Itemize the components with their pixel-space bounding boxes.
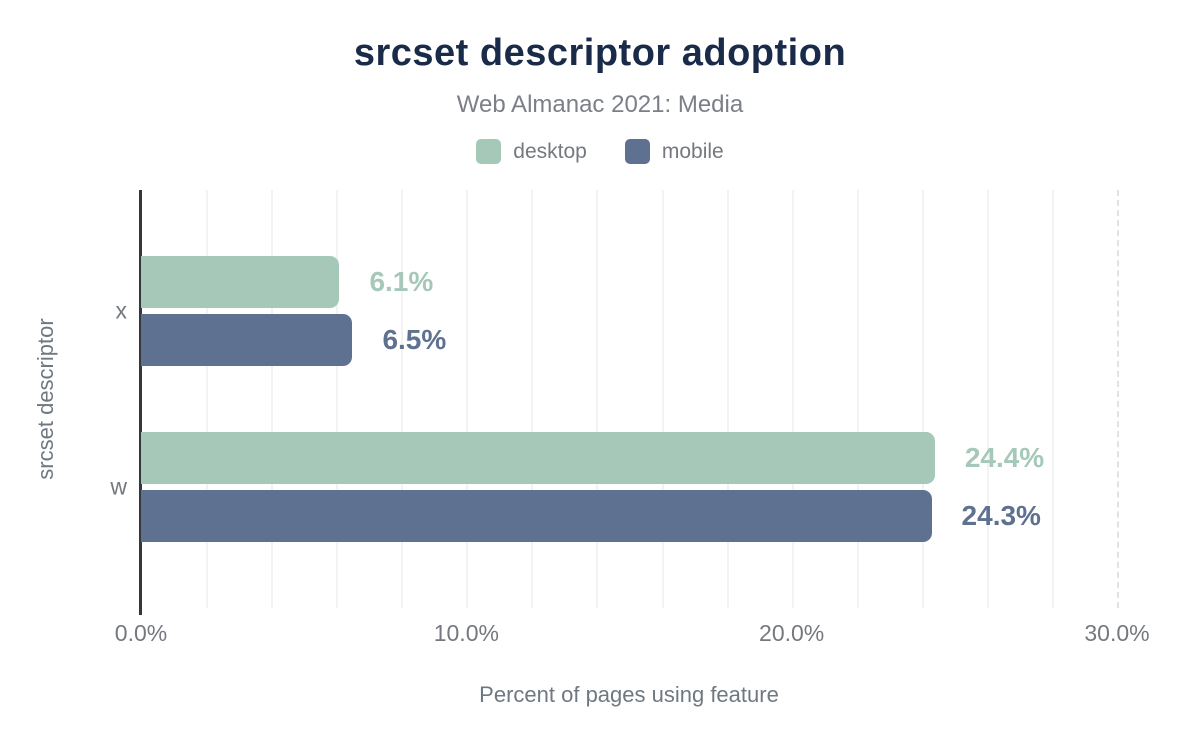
gridline: [726, 190, 729, 608]
value-label-mobile-x: 6.5%: [382, 324, 447, 355]
legend-swatch-mobile: [624, 139, 650, 164]
bar-row-mobile-w: 24.3%: [141, 490, 1117, 542]
gridline: [596, 190, 599, 608]
bar-mobile-x: [141, 314, 353, 366]
gridline: [986, 190, 989, 608]
legend-label-desktop: desktop: [513, 139, 587, 163]
gridline: [271, 190, 274, 608]
gridline: [1051, 190, 1054, 608]
category-group-x: x 6.1% 6.5%: [116, 256, 1117, 366]
gridline: [206, 190, 209, 608]
legend: desktop mobile: [0, 139, 1200, 164]
gridline: [921, 190, 924, 608]
value-label-desktop-w: 24.4%: [964, 442, 1045, 473]
legend-item-mobile: mobile: [624, 139, 724, 164]
gridlines: [141, 190, 1119, 608]
chart-subtitle: Web Almanac 2021: Media: [456, 91, 744, 118]
category-label-x: x: [115, 297, 128, 324]
gridline: [661, 190, 664, 608]
category-group-w: w 24.4% 24.3%: [110, 432, 1117, 542]
x-tick-label-10: 10.0%: [433, 620, 499, 646]
x-axis-title: Percent of pages using feature: [479, 682, 779, 707]
bar-mobile-w: [141, 490, 932, 542]
plot-area: x 6.1% 6.5% w 24.4% 24.3% 0.0% 10.0% 20.0% 30.0%…: [110, 190, 1150, 707]
y-axis-title: srcset descriptor: [33, 318, 58, 480]
bar-row-mobile-x: 6.5%: [141, 314, 1117, 366]
y-axis-line: [139, 190, 142, 615]
gridline: [336, 190, 339, 608]
gridline: [856, 190, 859, 608]
x-axis-ticks: 0.0% 10.0% 20.0% 30.0%: [115, 620, 1150, 648]
legend-item-desktop: desktop: [476, 139, 587, 164]
bar-desktop-x: [141, 256, 340, 308]
x-tick-label-0: 0.0%: [114, 620, 168, 646]
category-label-w: w: [110, 473, 127, 500]
gridline: [791, 190, 794, 608]
gridline: [466, 190, 469, 608]
value-label-desktop-x: 6.1%: [369, 266, 434, 297]
gridline: [401, 190, 404, 608]
value-label-mobile-w: 24.3%: [961, 500, 1041, 531]
bar-row-desktop-x: 6.1%: [141, 256, 1117, 308]
x-tick-label-20: 20.0%: [759, 620, 825, 646]
gridline: [1117, 190, 1119, 608]
legend-swatch-desktop: [476, 139, 502, 164]
legend-label-mobile: mobile: [661, 139, 724, 163]
x-tick-label-30: 30.0%: [1084, 620, 1150, 646]
bar-groups: x 6.1% 6.5% w 24.4% 24.3%: [110, 190, 1117, 608]
chart-title: srcset descriptor adoption: [353, 32, 847, 74]
gridline: [531, 190, 534, 608]
bar-row-desktop-w: 24.4%: [141, 432, 1117, 484]
bar-desktop-w: [141, 432, 935, 484]
